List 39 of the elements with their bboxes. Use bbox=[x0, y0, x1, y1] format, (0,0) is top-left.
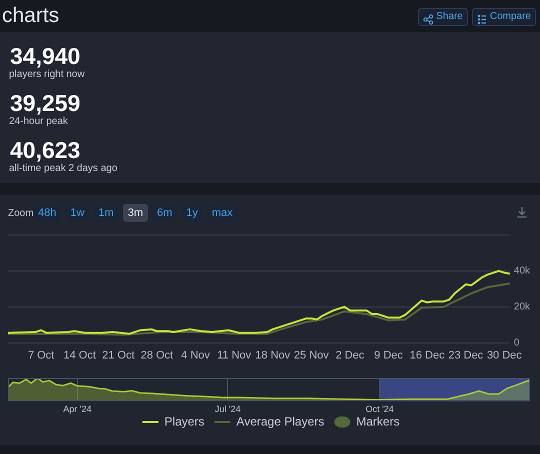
x-tick-label: 4 Nov bbox=[181, 349, 210, 362]
share-button: Share bbox=[418, 8, 468, 26]
text: 24-hour peak bbox=[9, 116, 68, 128]
legend-label: Markers bbox=[356, 414, 400, 428]
y-tick-label: 40k bbox=[514, 266, 531, 277]
x-tick-label: 30 Dec bbox=[486, 349, 522, 362]
range-button: 1w bbox=[65, 204, 90, 222]
y-tick-label: 0 bbox=[514, 338, 520, 349]
y-tick-label: 20k bbox=[514, 302, 531, 313]
legend-label: Players bbox=[164, 414, 204, 428]
text: Zoom bbox=[8, 208, 34, 220]
x-tick-label: 28 Oct bbox=[140, 349, 174, 362]
x-tick-label: 2 Dec bbox=[336, 349, 365, 362]
x-tick-label: 14 Oct bbox=[63, 349, 96, 362]
range-button: 1y bbox=[181, 204, 203, 222]
x-tick-label: 25 Nov bbox=[294, 349, 330, 362]
range-button: 6m bbox=[152, 204, 178, 222]
x-tick-label: Apr '24 bbox=[63, 404, 92, 414]
x-tick-label: 16 Dec bbox=[410, 349, 446, 362]
x-tick-label: 9 Dec bbox=[374, 349, 404, 362]
x-tick-label: 23 Dec bbox=[448, 349, 484, 362]
range-button: 48h bbox=[33, 204, 62, 222]
legend-label: Average Players bbox=[236, 414, 324, 428]
text: 34,940 bbox=[10, 43, 80, 69]
compare-button: Compare bbox=[472, 8, 536, 26]
x-tick-label: Jul '24 bbox=[214, 404, 241, 414]
range-button: max bbox=[206, 204, 238, 222]
range-button: 1m bbox=[93, 204, 119, 222]
x-tick-label: Oct '24 bbox=[366, 404, 394, 414]
text: players right now bbox=[9, 69, 85, 81]
x-tick-label: 7 Oct bbox=[28, 349, 54, 362]
text: 40,623 bbox=[10, 137, 80, 163]
x-tick-label: 18 Nov bbox=[255, 349, 291, 362]
text: 39,259 bbox=[10, 90, 80, 116]
range-button: 3m bbox=[122, 204, 148, 222]
x-tick-label: 11 Nov bbox=[217, 349, 252, 362]
text: charts bbox=[2, 4, 60, 28]
x-tick-label: 21 Oct bbox=[102, 349, 135, 362]
text: all-time peak 2 days ago bbox=[9, 163, 118, 175]
